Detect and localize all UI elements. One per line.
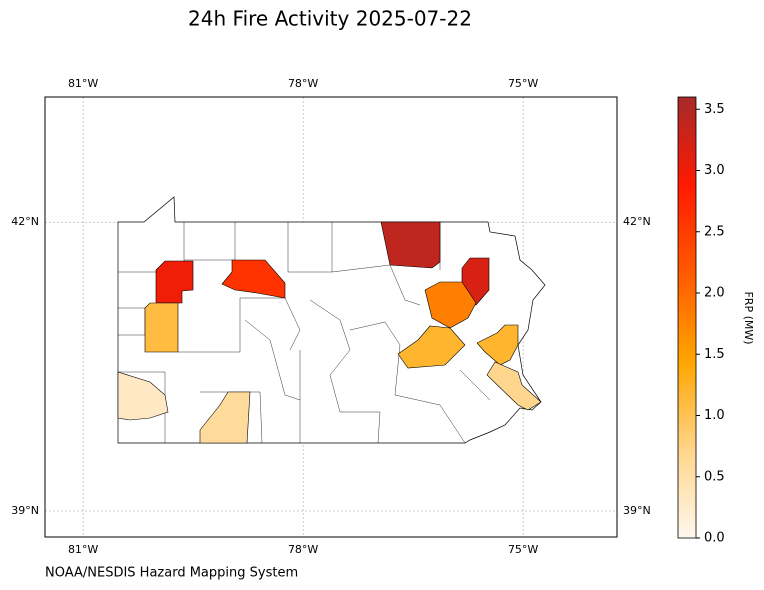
fire-county [199,391,251,444]
colorbar-tick-label: 3.0 [704,163,725,178]
county-lines [118,222,491,444]
y-tick-label: 39°N [623,504,651,517]
colorbar-tick-label: 0.0 [704,531,725,546]
x-tick-label: 81°W [68,77,98,90]
fire-county [221,259,286,299]
map-title: 24h Fire Activity 2025-07-22 [188,7,472,31]
x-tick-label: 75°W [508,543,538,556]
x-tick-label: 81°W [68,543,98,556]
colorbar-tick-label: 2.0 [704,286,725,301]
y-tick-label: 39°N [11,504,39,517]
colorbar-tick-label: 3.5 [704,102,725,117]
fire-county [476,324,519,366]
fire-county [424,281,477,329]
colorbar-tick-label: 1.0 [704,408,725,423]
map-frame [44,96,618,538]
colorbar-tick-label: 1.5 [704,347,725,362]
credit: NOAA/NESDIS Hazard Mapping System [45,566,298,581]
fire-county [380,221,441,269]
fire-county [144,302,179,353]
fire-county [117,371,169,421]
x-tick-label: 75°W [508,77,538,90]
colorbar-tick-label: 0.5 [704,469,725,484]
state-outline [117,196,546,444]
fire-county [397,325,466,369]
colorbar-tick-label: 2.5 [704,224,725,239]
y-tick-label: 42°N [11,215,39,228]
y-tick-label: 42°N [623,215,651,228]
x-tick-label: 78°W [288,77,318,90]
colorbar [677,96,697,539]
x-tick-label: 78°W [288,543,318,556]
colorbar-label: FRP (MW) [742,291,755,344]
fire-county [486,361,542,411]
